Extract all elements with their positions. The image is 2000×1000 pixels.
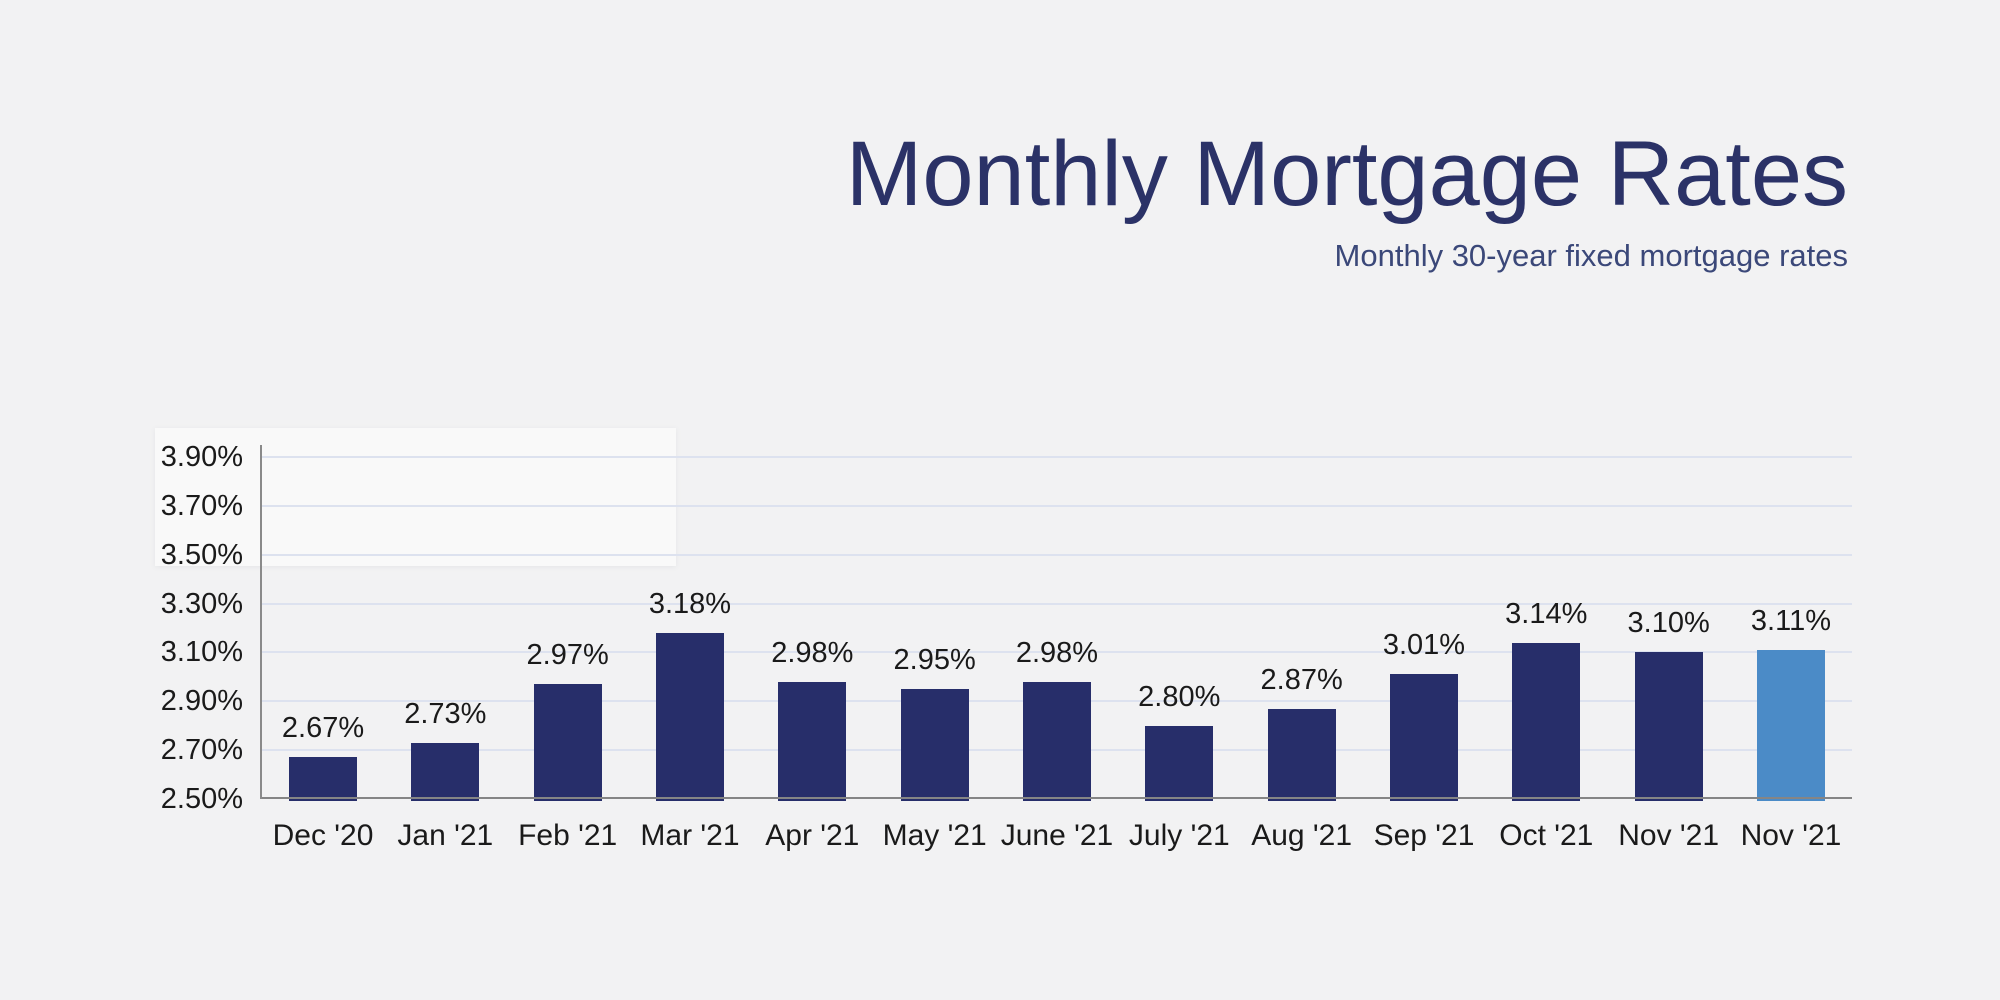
y-axis-tick-label: 2.70%: [160, 734, 243, 767]
bar-value-label: 3.18%: [648, 587, 732, 620]
bar-value-label: 2.97%: [526, 639, 609, 672]
bar-value-label: 2.67%: [281, 712, 365, 745]
x-axis-category-label: June '21: [1000, 819, 1114, 852]
bar: [289, 757, 357, 801]
plot-area: 2.67% Dec '20 2.73% Jan '21 2.97% Feb '21 3.18…: [262, 456, 1852, 851]
x-axis-category-label: Oct '21: [1499, 819, 1594, 852]
bar: [1634, 652, 1703, 801]
bar-value-label: 3.01%: [1382, 629, 1466, 662]
x-axis-category-label: Dec '20: [272, 819, 374, 852]
x-axis-category-label: May '21: [882, 819, 987, 852]
y-axis-tick-label: 3.90%: [160, 441, 243, 473]
y-axis-line: [260, 445, 262, 799]
bar-highlighted: [1756, 650, 1825, 801]
x-axis-category-label: Aug '21: [1251, 819, 1353, 852]
x-axis-line: [262, 797, 1852, 799]
bar: [1145, 725, 1214, 801]
bar: [1389, 674, 1458, 801]
x-axis-category-label: Feb '21: [518, 819, 618, 852]
x-axis-category-label: Jan '21: [397, 819, 494, 852]
bar: [900, 689, 969, 801]
x-axis-category-label: July '21: [1128, 819, 1230, 852]
chart-subtitle: Monthly 30-year fixed mortgage rates: [1334, 238, 1848, 273]
bar: [778, 681, 847, 801]
bar-value-label: 3.11%: [1750, 605, 1831, 637]
gridline: [262, 456, 1852, 458]
y-axis-tick-label: 2.90%: [160, 685, 243, 718]
y-axis-tick-label: 3.10%: [160, 636, 243, 669]
gridline: [262, 651, 1852, 654]
bar: [1267, 708, 1336, 801]
gridline: [262, 602, 1852, 605]
x-axis-category-label: Nov '21: [1618, 819, 1720, 852]
x-axis-category-label: Mar '21: [640, 819, 740, 852]
x-axis-category-label: Sep '21: [1373, 819, 1475, 852]
white-panel-artifact: [155, 428, 676, 566]
bar-value-label: 2.98%: [1015, 636, 1099, 669]
chart-header: Monthly Mortgage Rates Monthly 30-year f…: [846, 128, 1848, 271]
x-axis-category-label: Nov '21: [1740, 819, 1842, 852]
bar: [411, 742, 480, 801]
bar: [1512, 642, 1581, 801]
y-axis-tick-label: 3.50%: [160, 538, 243, 571]
y-axis-tick-label: 3.70%: [160, 489, 243, 522]
chart-title: Monthly Mortgage Rates: [845, 123, 1848, 225]
bar: [1022, 681, 1091, 801]
bar-value-label: 2.98%: [771, 636, 854, 669]
gridline: [262, 553, 1852, 556]
bar-value-label: 3.10%: [1627, 607, 1710, 640]
x-axis-category-label: Apr '21: [765, 819, 860, 852]
bar-value-label: 2.80%: [1138, 680, 1221, 713]
bar-value-label: 2.95%: [893, 644, 976, 677]
bar: [655, 632, 724, 801]
bar-value-label: 2.73%: [404, 697, 487, 730]
y-axis-labels: 3.90% 3.70% 3.50% 3.30% 3.10% 2.90% 2.70% 2.50%: [100, 442, 243, 814]
y-axis-tick-label: 3.30%: [160, 587, 243, 620]
bar-value-label: 2.87%: [1260, 663, 1343, 696]
y-axis-tick-label: 2.50%: [160, 783, 243, 815]
gridline: [262, 504, 1852, 507]
bar-value-label: 3.14%: [1505, 597, 1588, 630]
bar: [533, 684, 602, 801]
